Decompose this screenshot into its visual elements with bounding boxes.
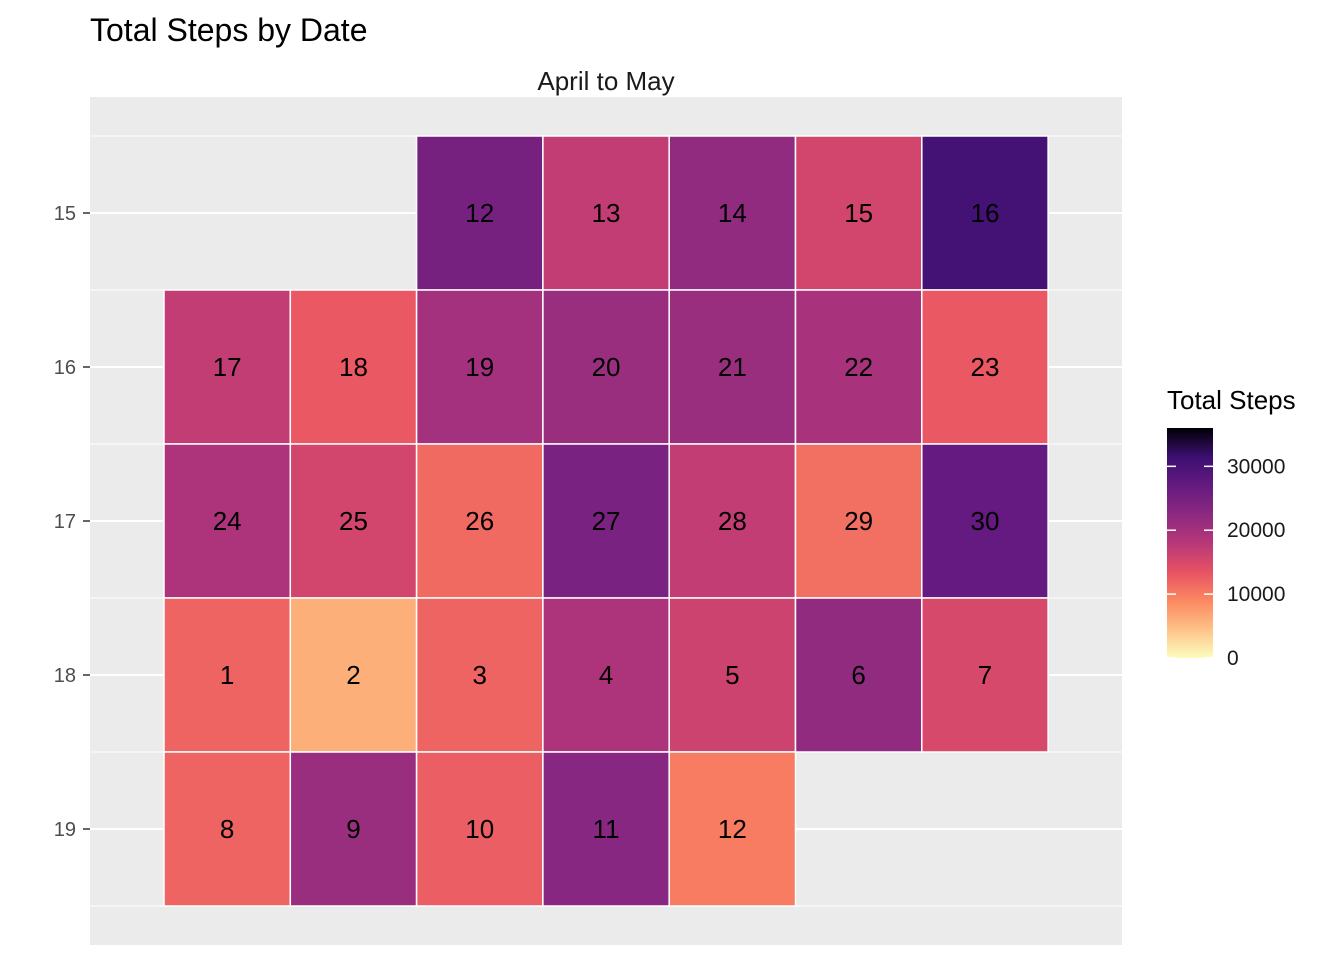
cell-day-label: 20 bbox=[592, 352, 621, 382]
cell-day-label: 7 bbox=[978, 660, 992, 690]
heatmap-cell bbox=[163, 751, 292, 907]
cell-day-label: 2 bbox=[346, 660, 360, 690]
heatmap-cell bbox=[668, 289, 797, 445]
cell-day-label: 23 bbox=[970, 352, 999, 382]
legend-tick-label: 30000 bbox=[1227, 455, 1285, 478]
cell-day-label: 10 bbox=[465, 814, 494, 844]
cell-day-label: 13 bbox=[592, 198, 621, 228]
y-tick-label: 16 bbox=[54, 357, 76, 379]
heatmap-cell bbox=[415, 751, 544, 907]
cell-day-label: 17 bbox=[213, 352, 242, 382]
legend-colorbar bbox=[1167, 428, 1213, 658]
cell-day-label: 18 bbox=[339, 352, 368, 382]
heatmap-cell bbox=[794, 135, 923, 291]
y-tick-label: 19 bbox=[54, 819, 76, 841]
y-tick-label: 17 bbox=[54, 511, 76, 533]
heatmap-cell bbox=[921, 597, 1049, 753]
cell-day-label: 15 bbox=[844, 198, 873, 228]
legend-title: Total Steps bbox=[1167, 385, 1296, 415]
heatmap-cell bbox=[289, 751, 418, 907]
heatmap-cell bbox=[921, 443, 1049, 599]
cell-day-label: 14 bbox=[718, 198, 747, 228]
cell-day-label: 1 bbox=[220, 660, 234, 690]
heatmap-cell bbox=[163, 597, 292, 753]
heatmap-cell bbox=[415, 289, 544, 445]
heatmap-cell bbox=[289, 443, 418, 599]
cell-day-label: 16 bbox=[970, 198, 999, 228]
heatmap-cell bbox=[668, 135, 797, 291]
cell-day-label: 12 bbox=[718, 814, 747, 844]
cell-day-label: 26 bbox=[465, 506, 494, 536]
cell-day-label: 27 bbox=[592, 506, 621, 536]
cell-day-label: 5 bbox=[725, 660, 739, 690]
cell-day-label: 4 bbox=[599, 660, 613, 690]
heatmap-cell bbox=[289, 597, 418, 753]
heatmap-cell bbox=[921, 289, 1049, 445]
cell-day-label: 8 bbox=[220, 814, 234, 844]
chart-title: Total Steps by Date bbox=[90, 12, 368, 48]
cell-day-label: 12 bbox=[465, 198, 494, 228]
heatmap-cell bbox=[542, 135, 670, 291]
heatmap-cell bbox=[415, 135, 544, 291]
facet-strip-label: April to May bbox=[537, 66, 675, 96]
heatmap-cell bbox=[921, 135, 1049, 291]
cell-day-label: 28 bbox=[718, 506, 747, 536]
cell-day-label: 11 bbox=[593, 814, 620, 844]
cell-day-label: 30 bbox=[970, 506, 999, 536]
heatmap-cell bbox=[794, 289, 923, 445]
heatmap-cell bbox=[668, 751, 797, 907]
y-axis: 15 16 17 18 19 bbox=[54, 203, 90, 841]
cell-day-label: 25 bbox=[339, 506, 368, 536]
cell-day-label: 19 bbox=[465, 352, 494, 382]
cell-day-label: 6 bbox=[851, 660, 865, 690]
heatmap-cell bbox=[794, 443, 923, 599]
color-legend: 0 10000 20000 30000 bbox=[1167, 428, 1285, 670]
heatmap-cell bbox=[163, 289, 292, 445]
cell-day-label: 9 bbox=[346, 814, 360, 844]
heatmap-cell bbox=[668, 443, 797, 599]
y-tick-label: 18 bbox=[54, 665, 76, 687]
heatmap-cell bbox=[289, 289, 418, 445]
heatmap-cell bbox=[542, 597, 670, 753]
cell-day-label: 29 bbox=[844, 506, 873, 536]
legend-tick-label: 0 bbox=[1227, 647, 1239, 670]
cell-day-label: 21 bbox=[718, 352, 747, 382]
heatmap-cell bbox=[542, 289, 670, 445]
cell-day-label: 3 bbox=[473, 660, 487, 690]
y-tick-label: 15 bbox=[54, 203, 76, 225]
heatmap-cell bbox=[163, 443, 292, 599]
heatmap-cell bbox=[542, 443, 670, 599]
cell-day-label: 24 bbox=[213, 506, 242, 536]
cell-day-label: 22 bbox=[844, 352, 873, 382]
legend-tick-label: 10000 bbox=[1227, 583, 1285, 606]
legend-tick-label: 20000 bbox=[1227, 519, 1285, 542]
